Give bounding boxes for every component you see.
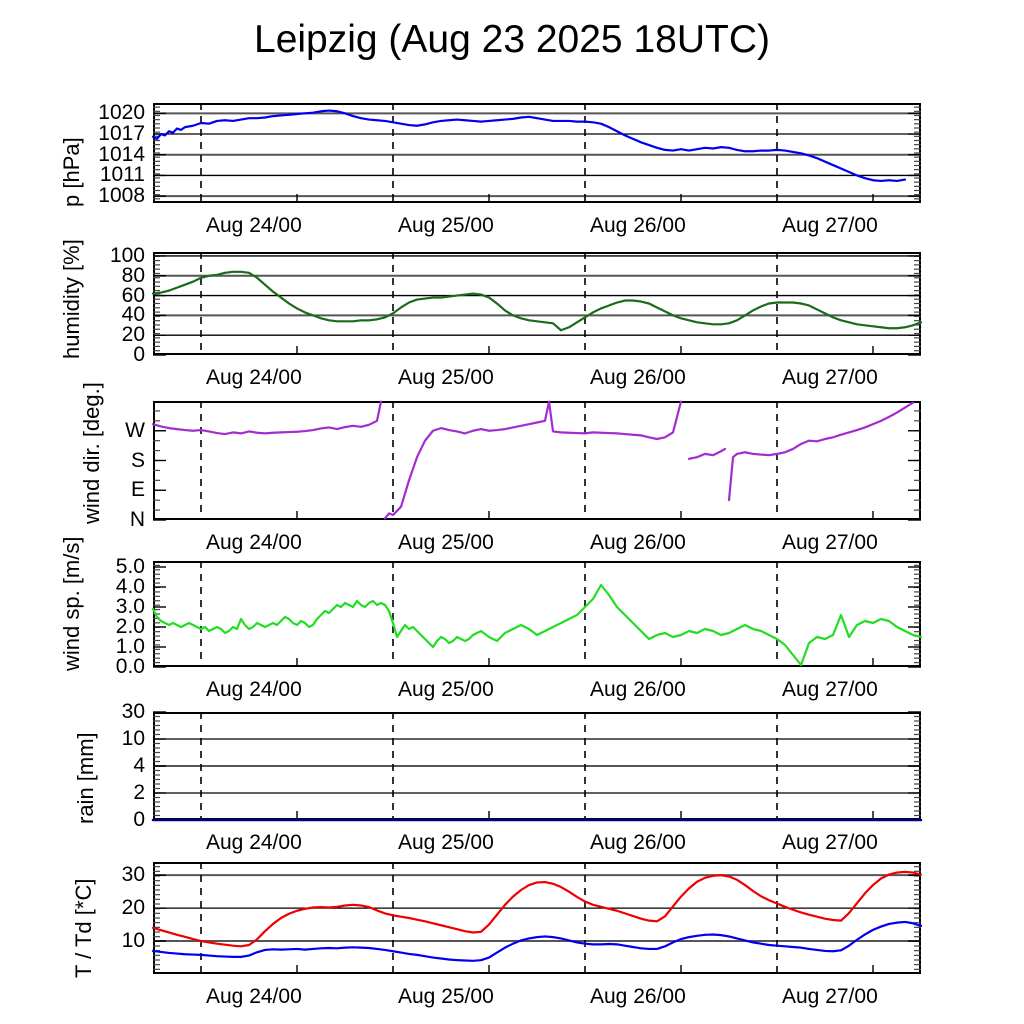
y-tick-label: 20 — [121, 323, 145, 347]
plot-frame-humidity — [153, 252, 921, 355]
series-relative-humidity — [151, 270, 923, 332]
y-tick-label: 0 — [133, 808, 145, 831]
y-tick-label: 2.0 — [115, 615, 145, 638]
x-tick-label: Aug 27/00 — [782, 831, 878, 854]
x-tick-label: Aug 27/00 — [782, 366, 878, 389]
series-wind-direction — [687, 447, 727, 460]
x-tick-label: Aug 26/00 — [590, 985, 686, 1008]
y-tick-label: 1011 — [99, 163, 145, 187]
plot-frame-rain — [153, 712, 921, 820]
y-tick-label: 2 — [133, 781, 145, 804]
series-wind-direction — [151, 400, 383, 436]
y-tick-label: 1008 — [98, 184, 145, 208]
x-tick-label: Aug 25/00 — [398, 214, 494, 237]
y-axis-title-pressure: p [hPa] — [59, 137, 84, 207]
x-tick-label: Aug 25/00 — [398, 531, 494, 554]
x-tick-label: Aug 25/00 — [398, 831, 494, 854]
y-tick-label: 1.0 — [115, 635, 145, 658]
y-tick-label: N — [129, 508, 145, 531]
x-tick-label: Aug 24/00 — [206, 831, 302, 854]
x-tick-label: Aug 26/00 — [590, 678, 686, 701]
x-tick-label: Aug 25/00 — [398, 678, 494, 701]
y-tick-label: 0.0 — [115, 655, 145, 678]
x-tick-label: Aug 26/00 — [590, 366, 686, 389]
y-tick-label: W — [125, 418, 145, 442]
page-title: Leipzig (Aug 23 2025 18UTC) — [254, 18, 770, 61]
y-tick-label: 10 — [121, 929, 145, 953]
y-tick-label: S — [130, 448, 145, 472]
plot-frame-wind_dir — [153, 401, 921, 520]
y-tick-label: 1014 — [98, 142, 145, 166]
y-axis-title-wind_dir: wind dir. [deg.] — [79, 382, 104, 524]
y-axis-title-rain: rain [mm] — [73, 732, 98, 824]
x-tick-label: Aug 24/00 — [206, 985, 302, 1008]
y-tick-label: 100 — [109, 243, 145, 267]
y-tick-label: 40 — [121, 303, 145, 327]
y-tick-label: 0 — [133, 343, 145, 366]
plot-frame-wind_speed — [153, 561, 921, 667]
series-wind-direction — [727, 401, 915, 502]
y-tick-label: 1020 — [98, 101, 145, 125]
x-tick-label: Aug 27/00 — [782, 985, 878, 1008]
series-wind-speed — [151, 583, 923, 667]
y-tick-label: 30 — [121, 700, 145, 723]
x-tick-label: Aug 25/00 — [398, 366, 494, 389]
x-tick-label: Aug 24/00 — [206, 366, 302, 389]
x-tick-label: Aug 24/00 — [206, 678, 302, 701]
series-wind-direction — [383, 400, 683, 520]
x-tick-label: Aug 24/00 — [206, 214, 302, 237]
y-axis-title-wind_speed: wind sp. [m/s] — [59, 536, 84, 671]
y-tick-label: 10 — [121, 727, 145, 750]
y-tick-label: 60 — [121, 283, 145, 307]
y-tick-label: 4.0 — [115, 575, 145, 598]
plot-frame-pressure — [153, 103, 921, 203]
y-axis-title-humidity: humidity [%] — [59, 239, 84, 359]
y-tick-label: E — [130, 478, 145, 502]
y-tick-label: 4 — [133, 754, 145, 777]
y-tick-label: 3.0 — [115, 595, 145, 618]
y-axis-title-temperature: T / Td [*C] — [71, 878, 96, 978]
y-tick-label: 20 — [121, 896, 145, 920]
y-tick-label: 30 — [121, 863, 145, 887]
x-tick-label: Aug 27/00 — [782, 214, 878, 237]
x-tick-label: Aug 26/00 — [590, 531, 686, 554]
x-tick-label: Aug 27/00 — [782, 678, 878, 701]
series-td — [151, 920, 923, 962]
series-pressure — [151, 109, 907, 183]
x-tick-label: Aug 27/00 — [782, 531, 878, 554]
x-tick-label: Aug 26/00 — [590, 214, 686, 237]
plot-frame-temperature — [153, 862, 921, 974]
series-t — [151, 870, 923, 948]
x-tick-label: Aug 25/00 — [398, 985, 494, 1008]
x-tick-label: Aug 26/00 — [590, 831, 686, 854]
y-tick-label: 80 — [121, 263, 145, 287]
y-tick-label: 1017 — [98, 122, 145, 146]
y-tick-label: 5.0 — [115, 555, 145, 578]
x-tick-label: Aug 24/00 — [206, 531, 302, 554]
